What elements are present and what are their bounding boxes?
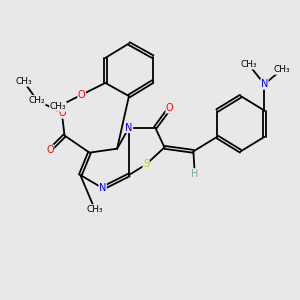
Text: CH₃: CH₃ xyxy=(86,205,103,214)
Text: CH₃: CH₃ xyxy=(15,77,32,86)
Text: N: N xyxy=(261,79,268,89)
Text: O: O xyxy=(46,145,54,155)
Text: CH₃: CH₃ xyxy=(50,102,66,111)
Text: H: H xyxy=(191,169,198,179)
Text: O: O xyxy=(78,90,86,100)
Text: CH₃: CH₃ xyxy=(240,60,257,69)
Text: S: S xyxy=(143,160,149,170)
Text: N: N xyxy=(125,123,133,133)
Text: CH₂: CH₂ xyxy=(28,95,45,104)
Text: O: O xyxy=(58,108,66,118)
Text: CH₃: CH₃ xyxy=(273,65,290,74)
Text: N: N xyxy=(99,183,106,193)
Text: O: O xyxy=(166,103,173,113)
